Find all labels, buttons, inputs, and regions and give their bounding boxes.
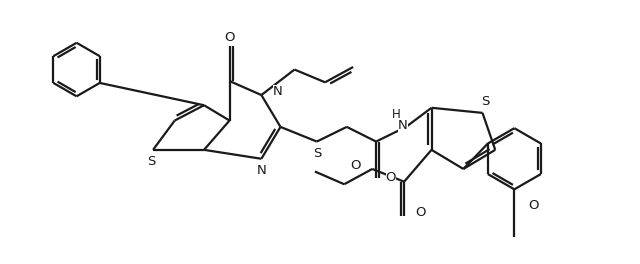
Text: N: N xyxy=(398,119,408,132)
Text: O: O xyxy=(529,199,539,212)
Text: S: S xyxy=(312,147,321,159)
Text: N: N xyxy=(257,164,266,177)
Text: N: N xyxy=(273,85,283,98)
Text: S: S xyxy=(481,95,490,108)
Text: O: O xyxy=(386,171,396,184)
Text: O: O xyxy=(415,206,426,219)
Text: O: O xyxy=(350,159,361,172)
Text: H: H xyxy=(392,108,401,121)
Text: S: S xyxy=(148,155,156,168)
Text: O: O xyxy=(224,31,235,44)
